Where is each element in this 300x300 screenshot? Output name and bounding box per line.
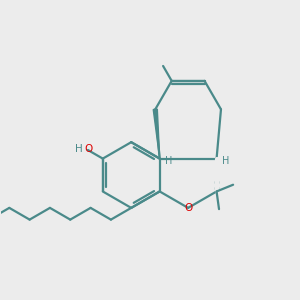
Text: O: O xyxy=(184,203,192,213)
Text: H: H xyxy=(165,156,172,166)
Polygon shape xyxy=(216,174,218,176)
Polygon shape xyxy=(216,161,217,163)
Polygon shape xyxy=(153,109,160,159)
Text: H: H xyxy=(222,156,230,166)
Text: H: H xyxy=(75,144,83,154)
Text: O: O xyxy=(84,144,93,154)
Polygon shape xyxy=(215,187,218,189)
Polygon shape xyxy=(216,167,217,169)
Polygon shape xyxy=(215,181,218,182)
